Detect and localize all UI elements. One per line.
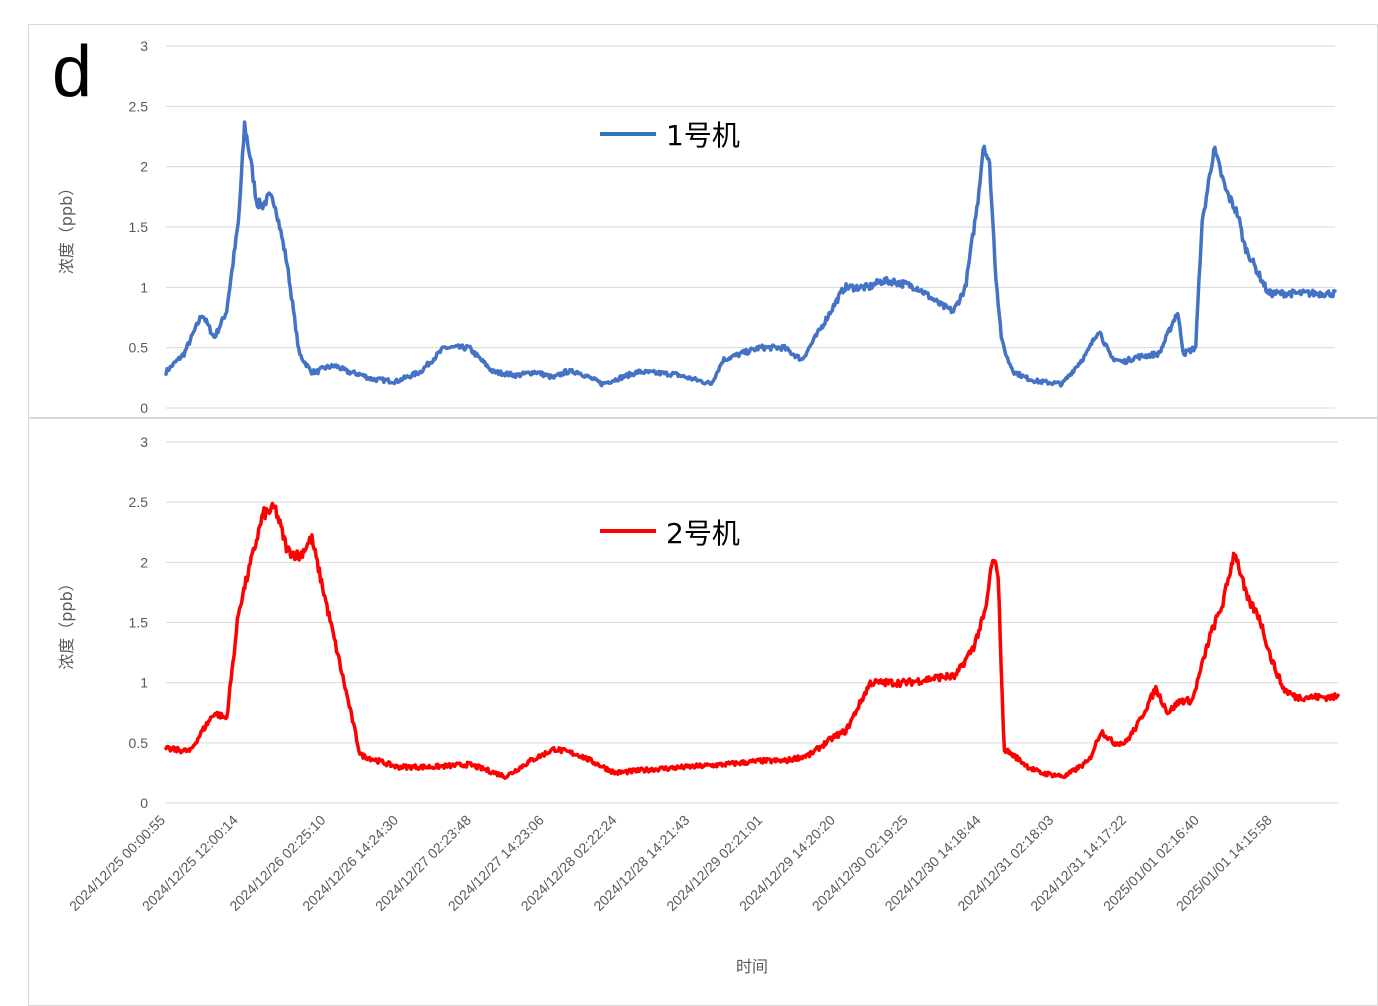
y-tick-label: 0.5: [129, 340, 149, 356]
panel-label: d: [52, 32, 93, 112]
y-tick-label: 1.5: [129, 615, 149, 631]
y-tick-label: 1.5: [129, 219, 149, 235]
chart-panel-2: [28, 418, 1378, 1006]
legend-label: 1号机: [666, 119, 740, 152]
y-axis-title: 浓度（ppb）: [57, 180, 76, 274]
y-tick-label: 3: [140, 434, 148, 450]
y-tick-label: 2.5: [129, 98, 149, 114]
y-tick-label: 0.5: [129, 735, 149, 751]
y-tick-label: 1: [140, 675, 148, 691]
y-tick-label: 1: [140, 279, 148, 295]
y-tick-label: 2.5: [129, 494, 149, 510]
x-axis-title: 时间: [736, 957, 768, 976]
y-tick-label: 0: [140, 400, 148, 416]
y-tick-label: 0: [140, 795, 148, 811]
y-tick-label: 3: [140, 38, 148, 54]
series-line: [164, 120, 1337, 388]
legend-label: 2号机: [666, 517, 740, 550]
y-tick-label: 2: [140, 159, 148, 175]
series-line: [164, 501, 1340, 780]
y-axis-title: 浓度（ppb）: [57, 575, 76, 669]
chart-top: 0 0.5 1 1.5 2 2.5 3 浓度（ppb） 1号机: [57, 38, 1337, 416]
y-tick-label: 2: [140, 554, 148, 570]
